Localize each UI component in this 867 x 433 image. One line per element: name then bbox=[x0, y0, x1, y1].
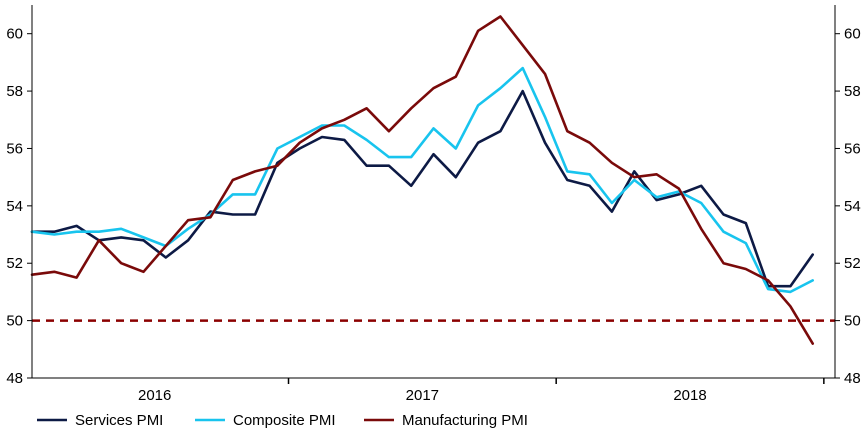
legend-label: Manufacturing PMI bbox=[402, 412, 528, 429]
y-tick-label-right: 50 bbox=[844, 313, 861, 330]
y-tick-label-left: 56 bbox=[6, 140, 23, 157]
legend-label: Composite PMI bbox=[233, 412, 336, 429]
y-tick-label-left: 52 bbox=[6, 255, 23, 272]
legend-item-manufacturing-pmi: Manufacturing PMI bbox=[364, 412, 528, 429]
series-line-composite-pmi bbox=[30, 66, 815, 294]
legend-label: Services PMI bbox=[75, 412, 163, 429]
y-tick-label-right: 48 bbox=[844, 370, 861, 387]
legend-item-composite-pmi: Composite PMI bbox=[195, 412, 336, 429]
x-tick-label-2018: 2018 bbox=[673, 387, 706, 404]
y-tick-label-right: 58 bbox=[844, 83, 861, 100]
series-line-manufacturing-pmi bbox=[30, 15, 815, 345]
y-tick-label-left: 54 bbox=[6, 198, 23, 215]
y-tick-label-left: 50 bbox=[6, 313, 23, 330]
x-tick-label-2016: 2016 bbox=[138, 387, 171, 404]
series-layer bbox=[30, 15, 815, 345]
y-tick-label-left: 58 bbox=[6, 83, 23, 100]
y-tick-label-right: 52 bbox=[844, 255, 861, 272]
y-tick-label-left: 48 bbox=[6, 370, 23, 387]
series-line-services-pmi bbox=[30, 89, 815, 288]
x-tick-label-2017: 2017 bbox=[406, 387, 439, 404]
axis-layer: 48 48 50 50 52 52 54 54 56 56 58 58 60 60 2016 2017 2018 bbox=[6, 5, 861, 404]
legend-item-services-pmi: Services PMI bbox=[37, 412, 163, 429]
y-tick-label-right: 60 bbox=[844, 26, 861, 43]
legend: Services PMI Composite PMI Manufacturing P… bbox=[37, 412, 528, 429]
y-tick-label-right: 54 bbox=[844, 198, 861, 215]
y-tick-label-right: 56 bbox=[844, 140, 861, 157]
y-tick-label-left: 60 bbox=[6, 26, 23, 43]
